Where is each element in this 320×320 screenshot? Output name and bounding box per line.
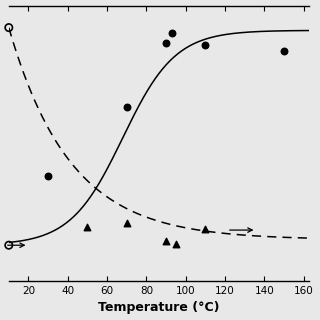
Point [45, 174, 51, 179]
Point [203, 43, 208, 48]
Point [124, 220, 129, 226]
Point [164, 238, 169, 244]
Point [281, 48, 286, 53]
Point [164, 40, 169, 45]
Point [6, 25, 11, 30]
Point [6, 243, 11, 248]
Point [203, 226, 208, 231]
X-axis label: Temperature (°C): Temperature (°C) [98, 301, 220, 315]
Point [85, 225, 90, 230]
Point [169, 30, 174, 36]
Point [124, 105, 129, 110]
Point [173, 241, 178, 246]
